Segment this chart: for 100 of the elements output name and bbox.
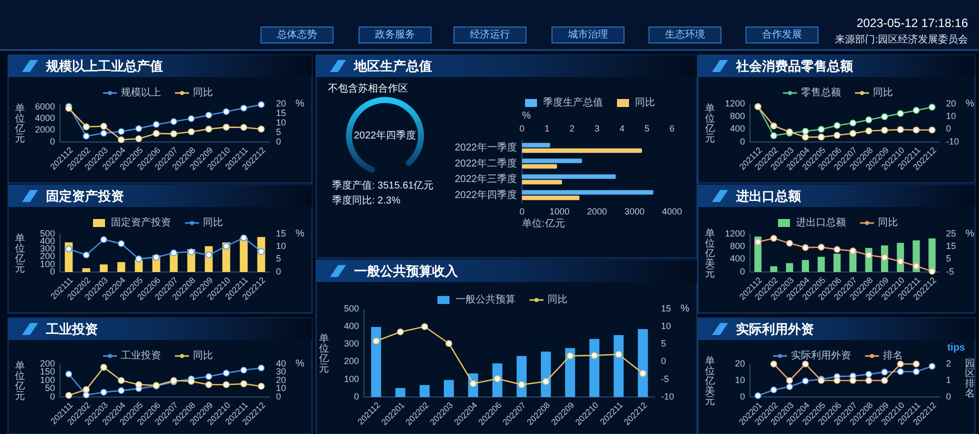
point	[754, 238, 762, 246]
point	[615, 351, 622, 358]
point	[135, 135, 142, 142]
legend-label: 季度生产总值	[543, 96, 603, 109]
text: 城市治理	[567, 28, 608, 41]
y-tick-label: 2022年二季度	[454, 157, 517, 170]
point	[912, 106, 920, 114]
point	[222, 370, 230, 376]
point	[100, 236, 108, 243]
text: 经济运行	[470, 28, 510, 41]
bar	[638, 329, 648, 397]
legend-label: 同比	[193, 86, 213, 99]
y2-tick-label: 10	[276, 383, 286, 394]
y-tick-label: 20	[734, 358, 745, 368]
point	[240, 380, 248, 388]
point	[850, 130, 856, 137]
bar	[117, 262, 126, 272]
bar	[371, 326, 382, 397]
point	[100, 388, 108, 396]
point	[170, 130, 178, 138]
y-tick-label: 300	[40, 244, 55, 254]
y-axis-title: 单位亿元	[14, 102, 25, 144]
x-tick-label: 1000	[549, 206, 570, 216]
point	[881, 126, 888, 134]
point	[421, 323, 428, 330]
bar	[82, 268, 90, 272]
y2-tick-label: 15	[661, 303, 672, 314]
text: 生态环境	[665, 28, 705, 41]
point	[518, 381, 526, 388]
point	[897, 258, 904, 265]
y2-axis-title: %	[296, 98, 305, 110]
point	[258, 126, 265, 132]
point	[65, 370, 72, 378]
legend-label: 一般公共预算	[456, 294, 516, 306]
y2-tick-label: -5	[946, 266, 954, 276]
y-tick-label: 0	[354, 391, 359, 402]
point	[865, 370, 872, 378]
y2-tick-label: 15	[946, 241, 956, 252]
x-axis-title: 单位:亿元	[522, 218, 565, 230]
bar	[614, 335, 624, 397]
legend-label: 进出口总额	[796, 216, 846, 229]
bar	[802, 260, 809, 272]
text: 地区生产总值	[353, 58, 432, 74]
bar	[540, 352, 551, 397]
point	[897, 110, 904, 117]
y2-tick-label: 10	[276, 117, 286, 128]
point	[834, 132, 840, 139]
bar	[589, 338, 600, 397]
point	[770, 132, 778, 140]
point	[82, 252, 90, 258]
y2-tick-label: 0	[276, 391, 282, 402]
y-tick-label: 6000	[34, 101, 55, 112]
bar	[100, 264, 108, 272]
y-tick-label: 500	[40, 228, 55, 238]
y2-tick-label: 5	[276, 254, 282, 264]
point	[818, 134, 825, 140]
point	[802, 134, 809, 140]
point	[170, 118, 178, 125]
point	[222, 381, 230, 388]
y2-tick-label: 10	[946, 111, 956, 122]
y2-axis-title: 园区排名	[965, 358, 975, 400]
point	[881, 368, 888, 376]
point	[100, 122, 108, 130]
y2-axis-title: %	[296, 358, 305, 370]
bar	[786, 263, 794, 272]
point	[912, 368, 920, 375]
point	[118, 377, 125, 384]
point	[188, 128, 195, 136]
y-axis-title: 单位亿元	[14, 360, 25, 402]
point	[865, 127, 872, 134]
y2-tick-label: 20	[276, 374, 286, 385]
point	[590, 352, 598, 359]
legend-label: 同比	[873, 86, 893, 99]
y-tick-label: 1200	[724, 98, 745, 108]
text: 合作发展	[762, 28, 802, 41]
y2-tick-label: 0	[946, 124, 952, 134]
point	[82, 132, 90, 140]
point	[258, 364, 265, 372]
legend-label: 同比	[193, 350, 213, 362]
y-tick-label: 0	[50, 136, 55, 146]
y-tick-label: 400	[344, 320, 359, 331]
chart-title: 规模以上工业总产值	[45, 58, 163, 74]
y2-tick-label: 0	[946, 391, 952, 402]
point	[566, 352, 574, 360]
chart-title: 进出口总额	[735, 188, 802, 204]
y2-tick-label: 5	[276, 126, 282, 137]
y-tick-label: 400	[730, 254, 745, 264]
y2-axis-title: %	[966, 228, 975, 240]
point	[118, 128, 125, 135]
point	[865, 252, 872, 259]
point	[770, 122, 778, 130]
bar	[395, 388, 406, 397]
point	[205, 126, 212, 132]
y-tick-label: 200	[40, 358, 55, 368]
y-tick-label: 0	[50, 266, 55, 276]
y2-tick-label: 2	[946, 358, 952, 368]
point	[802, 128, 809, 135]
point	[897, 368, 904, 375]
x2-tick-label: 5	[644, 123, 650, 134]
y2-tick-label: 0	[276, 266, 282, 276]
